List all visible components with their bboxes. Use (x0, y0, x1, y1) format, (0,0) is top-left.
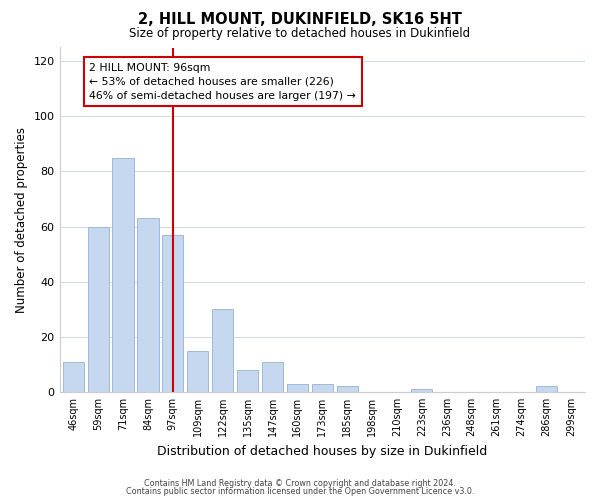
Bar (536, 386, 557, 392)
Bar (112, 158, 134, 392)
Bar (337, 386, 358, 392)
Text: 2 HILL MOUNT: 96sqm
← 53% of detached houses are smaller (226)
46% of semi-detac: 2 HILL MOUNT: 96sqm ← 53% of detached ho… (89, 62, 356, 100)
Bar (187, 350, 208, 392)
Bar (311, 384, 333, 392)
Bar (162, 235, 184, 392)
Bar (62, 362, 84, 392)
Bar (411, 389, 433, 392)
Text: 2, HILL MOUNT, DUKINFIELD, SK16 5HT: 2, HILL MOUNT, DUKINFIELD, SK16 5HT (138, 12, 462, 28)
Text: Size of property relative to detached houses in Dukinfield: Size of property relative to detached ho… (130, 28, 470, 40)
Bar (137, 218, 158, 392)
Bar (212, 310, 233, 392)
Bar (262, 362, 283, 392)
Y-axis label: Number of detached properties: Number of detached properties (15, 126, 28, 312)
Bar (237, 370, 258, 392)
Text: Contains public sector information licensed under the Open Government Licence v3: Contains public sector information licen… (126, 487, 474, 496)
Text: Contains HM Land Registry data © Crown copyright and database right 2024.: Contains HM Land Registry data © Crown c… (144, 478, 456, 488)
Bar (287, 384, 308, 392)
Bar (88, 226, 109, 392)
X-axis label: Distribution of detached houses by size in Dukinfield: Distribution of detached houses by size … (157, 444, 487, 458)
